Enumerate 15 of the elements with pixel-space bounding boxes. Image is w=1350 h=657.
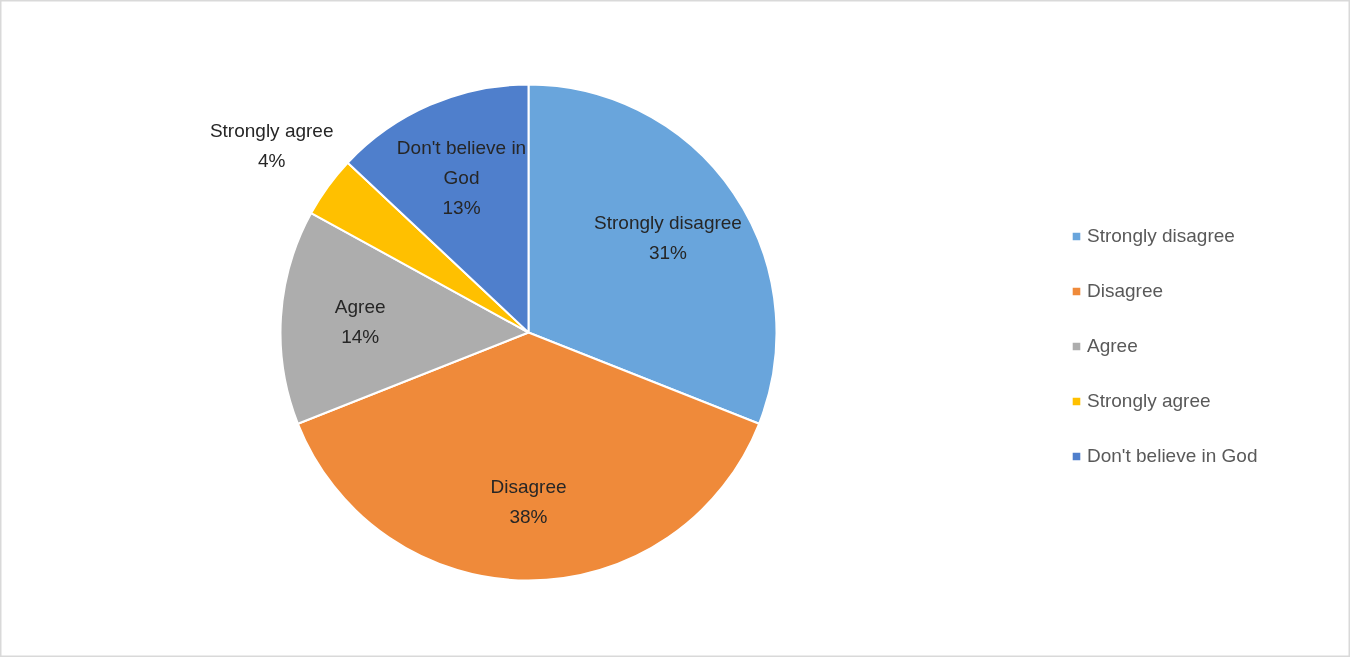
legend-label: Disagree bbox=[1087, 280, 1164, 302]
data-label: 14% bbox=[341, 326, 380, 348]
legend-label: Agree bbox=[1087, 335, 1138, 357]
slice-label: Agree bbox=[334, 296, 386, 318]
data-label: 4% bbox=[257, 150, 286, 172]
slice-label: Strongly disagree bbox=[594, 212, 742, 234]
slice-label: Strongly agree bbox=[209, 120, 334, 142]
data-label: 31% bbox=[648, 242, 688, 264]
legend-label: Don't believe in God bbox=[1087, 445, 1258, 467]
slice-label: Disagree bbox=[490, 475, 567, 497]
slice-label: Don't believe in God bbox=[396, 137, 527, 189]
data-label: 38% bbox=[509, 505, 548, 527]
legend-label: Strongly disagree bbox=[1087, 225, 1235, 247]
data-label: 13% bbox=[442, 197, 481, 219]
legend-label: Strongly agree bbox=[1087, 390, 1211, 412]
